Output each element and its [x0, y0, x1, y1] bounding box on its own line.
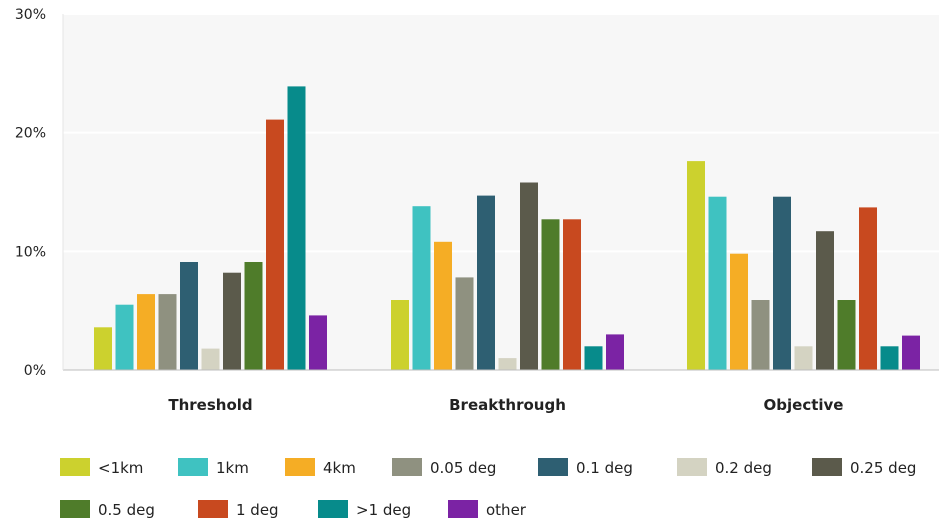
bar: [773, 196, 791, 370]
legend-item: 0.2 deg: [677, 458, 772, 477]
legend-item: 0.05 deg: [392, 458, 496, 477]
legend-item: 1km: [178, 458, 249, 477]
legend-label: other: [486, 501, 527, 519]
bar: [606, 334, 624, 370]
legend-item: <1km: [60, 458, 143, 477]
legend-swatch: [60, 458, 90, 476]
legend-label: <1km: [98, 459, 143, 477]
x-tick-label: Breakthrough: [449, 396, 566, 414]
bar: [412, 206, 431, 370]
bar: [563, 219, 581, 370]
y-tick-label: 30%: [15, 7, 46, 23]
bar: [115, 304, 134, 370]
bar: [434, 241, 452, 370]
legend-label: >1 deg: [356, 501, 411, 519]
bar: [180, 262, 198, 370]
bar: [137, 294, 155, 370]
legend-item: 4km: [285, 458, 356, 477]
legend-label: 4km: [323, 459, 356, 477]
bar: [902, 335, 920, 370]
legend-item: other: [448, 500, 527, 519]
legend-label: 0.05 deg: [430, 459, 496, 477]
bar: [223, 272, 241, 370]
axis-layer: 0% 10% 20% 30% Threshold Breakthrough Objectiv…: [15, 7, 939, 414]
bar: [391, 300, 409, 370]
legend-item: 0.25 deg: [812, 458, 916, 477]
legend-swatch: [285, 458, 315, 476]
legend-swatch: [318, 500, 348, 518]
bar: [837, 300, 856, 370]
bar: [584, 346, 603, 370]
legend-swatch: [60, 500, 90, 518]
legend-item: 0.5 deg: [60, 500, 155, 519]
plot-background: [63, 14, 939, 370]
bar: [287, 86, 306, 371]
bar: [859, 207, 877, 370]
bar: [880, 346, 899, 370]
legend-label: 0.5 deg: [98, 501, 155, 519]
legend-item: 1 deg: [198, 500, 279, 519]
legend-swatch: [178, 458, 208, 476]
bar: [244, 262, 263, 370]
grid-layer: [63, 13, 939, 253]
bar: [94, 327, 112, 370]
y-tick-label: 0%: [24, 363, 46, 379]
bar: [687, 161, 705, 370]
legend-swatch: [812, 458, 842, 476]
legend-item: >1 deg: [318, 500, 411, 519]
legend-label: 1 deg: [236, 501, 279, 519]
bar: [477, 195, 495, 370]
bar: [309, 315, 327, 370]
bar: [816, 231, 834, 370]
bar: [708, 196, 727, 370]
legend-swatch: [392, 458, 422, 476]
legend-swatch: [198, 500, 228, 518]
bar: [730, 253, 748, 370]
bar: [201, 348, 220, 370]
bar: [266, 119, 284, 370]
x-tick-label: Threshold: [168, 396, 252, 414]
legend-label: 0.2 deg: [715, 459, 772, 477]
x-tick-label: Objective: [764, 396, 844, 414]
bar: [751, 300, 770, 370]
bars-layer: [94, 86, 920, 371]
bar: [541, 219, 560, 370]
legend-item: 0.1 deg: [538, 458, 633, 477]
legend-label: 1km: [216, 459, 249, 477]
bar: [794, 346, 813, 370]
bar: [455, 277, 474, 370]
legend-label: 0.1 deg: [576, 459, 633, 477]
y-tick-label: 10%: [15, 244, 46, 260]
y-tick-label: 20%: [15, 126, 46, 142]
legend-swatch: [538, 458, 568, 476]
bar: [158, 294, 177, 370]
bar: [520, 182, 538, 370]
legend: <1km 1km 4km 0.05 deg 0.1 deg 0.2 deg 0.25 deg…: [60, 458, 916, 519]
bar: [498, 358, 517, 370]
legend-label: 0.25 deg: [850, 459, 916, 477]
legend-swatch: [448, 500, 478, 518]
legend-swatch: [677, 458, 707, 476]
